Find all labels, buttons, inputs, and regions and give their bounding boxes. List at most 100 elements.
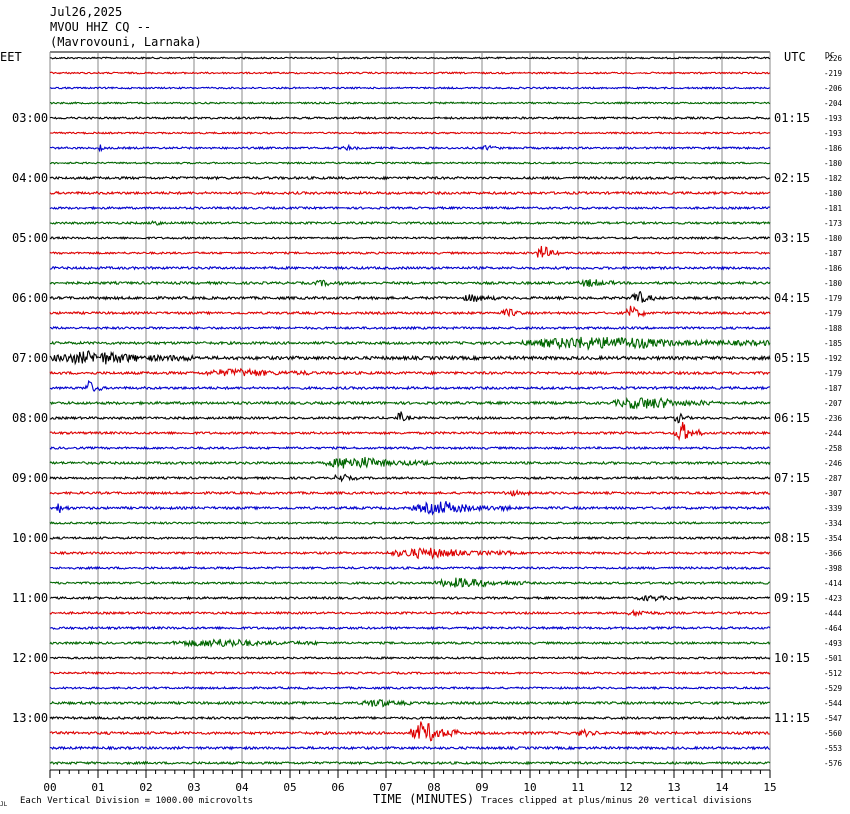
trace-row-5: [49, 131, 771, 135]
trace-row-30: [49, 501, 771, 516]
left-hour-label: 06:00: [12, 291, 48, 305]
scale-note: Each Vertical Division = 1000.00 microvo…: [20, 796, 253, 806]
dc-offset-label: -244: [824, 429, 843, 438]
right-timezone-label: UTC: [784, 50, 806, 64]
right-hour-label: 11:15: [774, 711, 810, 725]
dc-header-label: DC: [825, 51, 835, 60]
dc-offset-label: -180: [824, 189, 843, 198]
trace-row-29: [49, 488, 771, 497]
dc-offset-label: -206: [824, 84, 843, 93]
date-label: Jul26,2025: [50, 5, 122, 19]
dc-offset-label: -181: [824, 204, 842, 213]
x-tick-label: 03: [187, 781, 200, 794]
dc-offset-label: -192: [824, 354, 842, 363]
trace-row-18: [50, 325, 771, 331]
right-hour-label: 01:15: [774, 111, 810, 125]
dc-offset-label: -187: [824, 249, 842, 258]
trace-row-11: [49, 220, 771, 226]
left-hour-label: 10:00: [12, 531, 48, 545]
dc-offset-label: -493: [824, 639, 842, 648]
left-hour-label: 07:00: [12, 351, 48, 365]
dc-offset-label: -287: [824, 474, 842, 483]
trace-row-0: [49, 56, 771, 60]
dc-offset-label: -226: [824, 54, 843, 63]
dc-offset-label: -512: [824, 669, 842, 678]
dc-offset-label: -423: [824, 594, 842, 603]
dc-offset-label: -236: [824, 414, 843, 423]
left-hour-label: 09:00: [12, 471, 48, 485]
dc-offset-label: -179: [824, 294, 842, 303]
dc-offset-label: -185: [824, 339, 842, 348]
dc-offset-label: -186: [824, 144, 843, 153]
x-tick-label: 07: [379, 781, 392, 794]
trace-row-15: [49, 278, 771, 288]
right-hour-label: 04:15: [774, 291, 810, 305]
trace-row-24: [49, 411, 771, 424]
trace-row-4: [49, 115, 771, 121]
dc-offset-label: -207: [824, 399, 842, 408]
x-tick-label: 12: [619, 781, 632, 794]
trace-row-10: [49, 205, 771, 211]
dc-offset-label: -193: [824, 129, 842, 138]
dc-offset-label: -180: [824, 279, 843, 288]
x-axis-title: TIME (MINUTES): [373, 792, 474, 806]
left-timezone-label: EET: [0, 50, 22, 64]
trace-row-19: [49, 336, 771, 352]
trace-row-33: [49, 547, 771, 560]
dc-offset-label: -354: [824, 534, 843, 543]
trace-row-27: [49, 456, 771, 469]
x-tick-label: 10: [523, 781, 536, 794]
trace-row-47: [49, 760, 771, 766]
dc-offset-label: -560: [824, 729, 843, 738]
trace-row-37: [49, 609, 771, 618]
trace-row-28: [49, 473, 771, 483]
station-label: MVOU HHZ CQ --: [50, 20, 151, 34]
dc-offset-label: -529: [824, 684, 842, 693]
trace-row-9: [49, 190, 771, 196]
trace-row-41: [49, 670, 771, 676]
dc-offset-label: -547: [824, 714, 842, 723]
trace-row-43: [49, 699, 770, 708]
x-tick-label: 06: [331, 781, 344, 794]
x-tick-label: 08: [427, 781, 440, 794]
trace-row-32: [49, 535, 771, 541]
trace-row-23: [49, 396, 771, 410]
dc-offset-label: -246: [824, 459, 843, 468]
trace-row-31: [49, 520, 771, 526]
right-hour-label: 03:15: [774, 231, 810, 245]
trace-row-42: [49, 685, 771, 691]
left-hour-label: 08:00: [12, 411, 48, 425]
trace-row-35: [49, 577, 770, 588]
plot-grid: [49, 51, 771, 778]
left-hour-label: 11:00: [12, 591, 48, 605]
dc-offset-label: -339: [824, 504, 842, 513]
x-tick-label: 14: [715, 781, 729, 794]
right-hour-label: 02:15: [774, 171, 810, 185]
trace-row-25: [49, 421, 771, 442]
x-tick-label: 09: [475, 781, 488, 794]
dc-offset-label: -366: [824, 549, 843, 558]
dc-offset-label: -219: [824, 69, 842, 78]
dc-offset-label: -179: [824, 309, 842, 318]
dc-offset-label: -179: [824, 369, 842, 378]
dc-offset-label: -193: [824, 114, 842, 123]
dc-offset-label: -553: [824, 744, 842, 753]
trace-row-17: [49, 305, 771, 318]
trace-row-38: [49, 625, 771, 631]
trace-row-21: [49, 367, 771, 377]
x-tick-label: 01: [91, 781, 104, 794]
right-hour-label: 05:15: [774, 351, 810, 365]
right-hour-label: 10:15: [774, 651, 810, 665]
dc-offset-label: -501: [824, 654, 842, 663]
x-tick-label: 00: [43, 781, 56, 794]
dc-offset-label: -187: [824, 384, 842, 393]
trace-row-14: [49, 265, 771, 271]
x-tick-label: 15: [763, 781, 776, 794]
left-hour-label: 12:00: [12, 651, 48, 665]
trace-row-13: [49, 245, 771, 258]
left-hour-label: 03:00: [12, 111, 48, 125]
seismic-traces: [49, 56, 771, 766]
x-tick-label: 05: [283, 781, 296, 794]
location-label: (Mavrovouni, Larnaka): [50, 35, 202, 49]
dc-offset-label: -334: [824, 519, 843, 528]
